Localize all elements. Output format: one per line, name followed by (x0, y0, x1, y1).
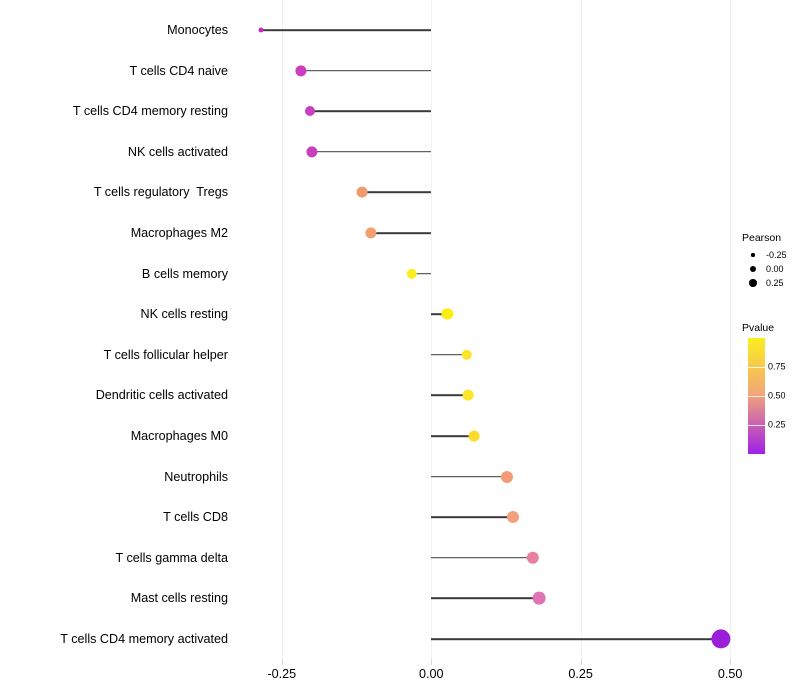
lollipop-point[interactable] (305, 106, 316, 117)
x-gridline (580, 0, 582, 659)
lollipop-point[interactable] (526, 551, 540, 564)
pvalue-colorbar-label: 0.25 (768, 419, 786, 430)
pearson-legend-dot (749, 265, 757, 273)
pearson-legend-dot (751, 253, 755, 257)
x-axis-tick (431, 659, 433, 665)
pvalue-colorbar-wrap: 0.75 0.50 0.25 (742, 338, 800, 454)
pvalue-colorbar-label: 0.50 (768, 390, 786, 401)
lollipop-stem (260, 29, 432, 31)
y-axis-tick-label: T cells CD8 (163, 510, 228, 525)
lollipop-stem (431, 435, 475, 437)
pearson-legend-title: Pearson (742, 232, 782, 244)
pearson-legend-dot-swatch (742, 253, 764, 257)
x-axis-tick-label: -0.25 (267, 667, 297, 681)
pvalue-colorbar-tick (748, 396, 765, 397)
y-axis-tick-label: NK cells resting (140, 307, 229, 322)
x-axis-tick (580, 659, 582, 665)
y-axis-tick-label: T cells CD4 memory resting (72, 104, 228, 119)
lollipop-stem (431, 516, 514, 518)
pearson-legend-entry: 0.00 (742, 262, 800, 276)
lollipop-stem (431, 394, 469, 397)
lollipop-point[interactable] (441, 308, 453, 320)
plot-panel (228, 0, 760, 659)
lollipop-stem (310, 110, 432, 112)
lollipop-point[interactable] (462, 389, 474, 401)
lollipop-stem (431, 313, 448, 315)
lollipop-point[interactable] (365, 227, 377, 239)
pvalue-colorbar-tick (748, 367, 765, 368)
y-axis-tick-label: Neutrophils (164, 469, 228, 484)
lollipop-point[interactable] (507, 511, 520, 524)
lollipop-point[interactable] (468, 430, 480, 442)
pearson-legend-label: 0.25 (766, 277, 784, 288)
pearson-legend-dot-swatch (742, 279, 764, 287)
pearson-legend-label: -0.25 (766, 249, 787, 260)
y-axis-tick-label: Monocytes (167, 23, 228, 37)
x-axis-tick-label: 0.25 (568, 667, 593, 681)
lollipop-stem (300, 69, 432, 72)
pearson-legend-label: 0.00 (766, 263, 784, 274)
lollipop-stem (431, 475, 507, 478)
lollipop-point[interactable] (406, 268, 418, 279)
x-axis-tick-label: 0.50 (717, 667, 743, 681)
lollipop-point[interactable] (306, 146, 318, 158)
y-axis-tick-label: T cells gamma delta (115, 550, 228, 565)
pvalue-color-legend: Pvalue 0.75 0.50 0.25 (742, 322, 800, 454)
x-axis-tick-label: 0.00 (418, 667, 444, 681)
y-axis-tick-label: Mast cells resting (130, 591, 228, 606)
lollipop-stem (431, 597, 539, 600)
y-axis-tick-label: NK cells activated (127, 144, 228, 159)
lollipop-point[interactable] (532, 591, 546, 605)
lollipop-stem (370, 232, 432, 234)
x-gridline (730, 0, 732, 659)
lollipop-point[interactable] (711, 629, 731, 649)
lollipop-point[interactable] (258, 27, 264, 33)
pearson-legend-entry: -0.25 (742, 248, 800, 262)
x-gridline (431, 0, 433, 659)
x-axis-tick (281, 659, 283, 665)
pearson-legend-entries: -0.25 0.00 0.25 (742, 248, 800, 290)
lollipop-stem (361, 191, 432, 194)
y-axis-tick-label: Macrophages M2 (130, 226, 228, 240)
y-axis-labels: Monocytes T cells CD4 naive T cells CD4 me… (0, 0, 228, 660)
lollipop-stem (431, 556, 533, 559)
y-axis-tick-label: Dendritic cells activated (95, 388, 228, 403)
pvalue-colorbar-tick (748, 425, 765, 426)
lollipop-stem (412, 272, 432, 275)
y-axis-tick-label: T cells CD4 naive (129, 63, 228, 78)
pearson-size-legend: Pearson -0.25 0.00 0.25 (742, 232, 800, 290)
lollipop-point[interactable] (461, 349, 472, 360)
pearson-legend-entry: 0.25 (742, 276, 800, 290)
y-axis-tick-label: T cells CD4 memory activated (60, 632, 228, 646)
lollipop-point[interactable] (500, 470, 513, 483)
pearson-legend-dot-swatch (742, 265, 764, 273)
lollipop-stem (431, 638, 722, 640)
lollipop-stem (431, 353, 467, 356)
lollipop-stem (311, 150, 432, 153)
x-axis: -0.25 0.00 0.25 0.50 (228, 659, 760, 700)
x-axis-tick (730, 659, 732, 665)
y-axis-tick-label: Macrophages M0 (130, 429, 228, 443)
pvalue-legend-title: Pvalue (742, 322, 775, 334)
y-axis-tick-label: T cells regulatory Tregs (93, 185, 228, 200)
lollipop-point[interactable] (295, 65, 307, 77)
x-gridline (281, 0, 283, 659)
y-axis-tick-label: B cells memory (141, 266, 228, 281)
pearson-legend-dot (749, 279, 757, 287)
pvalue-colorbar-label: 0.75 (768, 361, 786, 372)
y-axis-tick-label: T cells follicular helper (103, 347, 228, 362)
lollipop-point[interactable] (356, 186, 368, 198)
